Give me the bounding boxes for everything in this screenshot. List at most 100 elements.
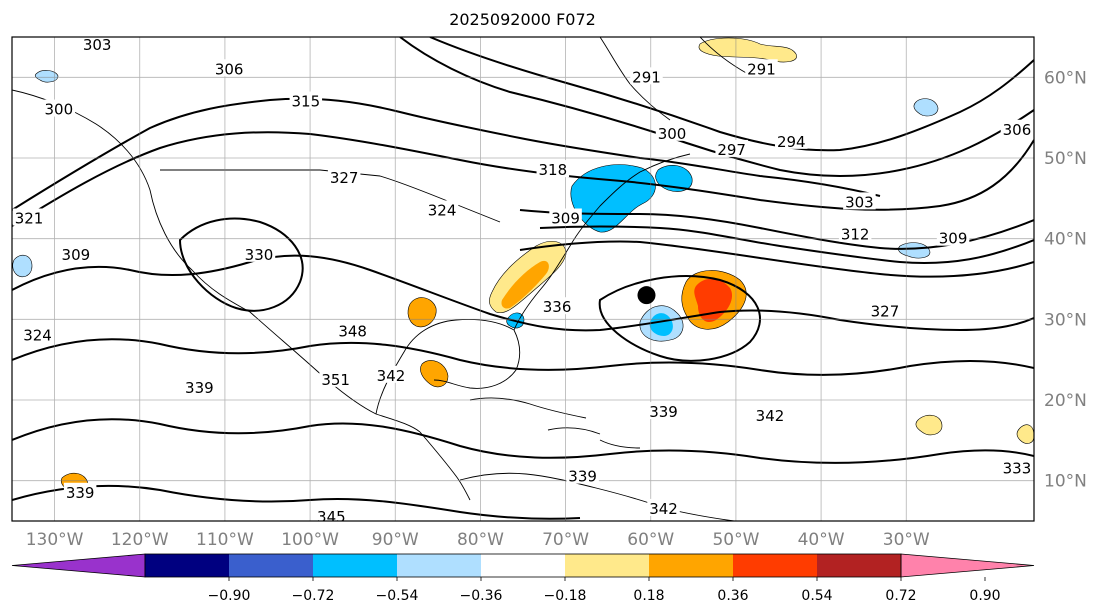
contour-label-background: [21, 325, 54, 343]
colorbar-tick-labels: −0.90 −0.72 −0.54 −0.36 −0.18 0.18 0.36 0.54 0.7…: [208, 588, 1001, 604]
contour-label-background: [425, 200, 459, 218]
contour-label: 351: [321, 371, 350, 389]
contour-label: 291: [747, 60, 776, 78]
negative-anomaly-region: [913, 98, 939, 117]
contour-label-background: [315, 506, 348, 521]
contour-label: 324: [428, 201, 457, 219]
contour-label: 327: [330, 169, 359, 187]
contour-label-background: [843, 192, 876, 210]
contour-line: [12, 97, 881, 211]
contour-line: [598, 275, 761, 362]
contour-label: 300: [45, 101, 74, 119]
longitude-tick-label: 30°W: [883, 530, 930, 550]
contour-label-background: [715, 139, 748, 157]
contour-label-background: [1000, 458, 1034, 476]
contour-label-background: [647, 402, 680, 420]
contour-label-background: [63, 482, 97, 500]
north-america-west-coast: [12, 89, 421, 433]
contour-line: [519, 209, 1034, 250]
colorbar-segment: [817, 554, 901, 577]
longitude-tick-label: 40°W: [798, 530, 845, 550]
colorbar-segment: [481, 554, 565, 577]
contour-label-background: [630, 67, 663, 85]
map-title: 2025092000 F072: [449, 10, 596, 29]
contour-label: 339: [649, 403, 678, 421]
contour-label-background: [183, 377, 216, 395]
contour-line: [12, 131, 1034, 227]
colorbar-segment: [229, 554, 313, 577]
longitude-tick-label: 60°W: [627, 530, 674, 550]
contour-label-background: [540, 297, 574, 315]
contour-label: 303: [83, 36, 112, 54]
longitude-tick-label: 50°W: [712, 530, 759, 550]
colorbar-lower-extension: [11, 553, 146, 578]
colorbar-tick-label: 0.90: [969, 588, 1000, 604]
contour-label-background: [655, 123, 689, 141]
contour-label: 315: [292, 93, 321, 111]
positive-anomaly-region: [420, 360, 449, 388]
latitude-tick-label: 40°N: [1044, 230, 1087, 250]
contour-label: 339: [185, 379, 214, 397]
contour-line: [12, 418, 1034, 464]
contour-label-background: [327, 168, 361, 186]
positive-anomaly-region: [501, 260, 549, 309]
south-america-coast: [459, 472, 735, 521]
contour-label: 309: [62, 246, 91, 264]
colorbar-segment: [145, 554, 229, 577]
contour-label: 309: [551, 210, 580, 228]
colorbar-upper-extension: [900, 553, 1035, 578]
contour-labels: 303 306 300 315 327 324 321 309 330 318 291 291 300 2…: [12, 36, 1034, 521]
contour-label: 309: [939, 230, 968, 248]
longitude-tick-label: 100°W: [281, 530, 339, 550]
contour-label-background: [59, 244, 93, 262]
contour-label: 348: [338, 322, 367, 340]
contour-line: [12, 254, 1034, 332]
colorbar-tick-label: −0.18: [544, 588, 587, 604]
longitude-tick-label: 80°W: [457, 530, 504, 550]
contour-label: 300: [658, 125, 687, 143]
contour-label: 342: [756, 407, 785, 425]
colorbar-tick-label: 0.36: [717, 588, 748, 604]
contour-label: 294: [777, 133, 806, 151]
contour-label-background: [1000, 119, 1034, 137]
contour-line: [519, 240, 1034, 278]
contour-label: 342: [377, 367, 406, 385]
contour-label: 339: [568, 468, 597, 486]
contour-label-background: [336, 321, 369, 339]
colorbar-segment: [733, 554, 817, 577]
strong-negative-anomaly-region: [649, 313, 673, 336]
positive-anomaly-region: [698, 37, 797, 63]
colorbar-tick-label: −0.90: [208, 588, 251, 604]
contour-label-background: [536, 160, 570, 178]
contour-label-background: [12, 208, 46, 226]
contour-line: [539, 225, 1034, 265]
colorbar-tick-label: 0.18: [633, 588, 664, 604]
contour-label-background: [838, 224, 872, 242]
map-frame: [11, 36, 1035, 522]
central-america-coast: [419, 431, 471, 501]
contour-label-background: [212, 59, 246, 77]
contour-label: 327: [871, 302, 900, 320]
colorbar-tick-label: 0.54: [801, 588, 832, 604]
contour-label: 306: [1003, 121, 1032, 139]
contour-label: 333: [1003, 460, 1032, 478]
caribbean-islands: [469, 397, 641, 449]
latitude-tick-label: 50°N: [1044, 149, 1087, 169]
colorbar-segment: [565, 554, 649, 577]
longitude-tick-label: 120°W: [111, 530, 169, 550]
contour-label: 297: [717, 141, 746, 159]
contour-label-background: [647, 498, 680, 516]
contour-label-background: [42, 99, 76, 117]
contour-line: [12, 338, 1034, 376]
latitude-tick-label: 10°N: [1044, 472, 1087, 492]
contour-label-background: [566, 466, 599, 484]
contour-label: 291: [632, 68, 661, 86]
colorbar-tick-label: −0.36: [460, 588, 503, 604]
contour-label-background: [745, 59, 778, 77]
coastlines: [12, 37, 749, 521]
longitude-tick-label: 70°W: [542, 530, 589, 550]
latitude-tick-label: 30°N: [1044, 310, 1087, 330]
contour-label-background: [242, 244, 276, 262]
negative-anomaly-region: [12, 254, 33, 278]
